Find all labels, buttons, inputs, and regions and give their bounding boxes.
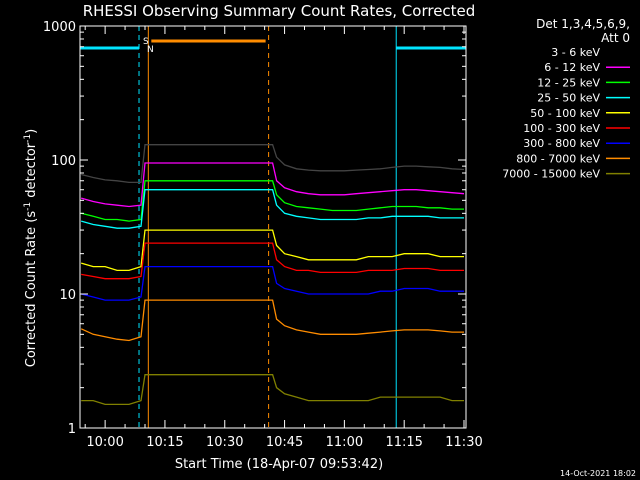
x-tick-label-6: 11:30 [445,435,482,450]
x-tick-label-5: 11:15 [385,435,422,450]
legend-label-1: 6 - 12 keV [544,61,600,74]
y-tick-label-3: 1000 [43,20,76,35]
legend-label-6: 300 - 800 keV [523,137,600,150]
legend-label-8: 7000 - 15000 keV [502,168,600,181]
y-tick-label-1: 10 [59,288,76,303]
legend-header-line-1: Det 1,3,4,5,6,9, [536,17,630,31]
legend-label-5: 100 - 300 keV [523,122,600,135]
y-tick-label-0: 1 [68,422,76,437]
y-axis-label: Corrected Count Rate (s-1 detector-1) [23,129,39,367]
legend-label-0: 3 - 6 keV [551,46,600,59]
marker-n: N [147,45,154,55]
series-line-1 [81,162,465,208]
x-axis-label: Start Time (18-Apr-07 09:53:42) [175,457,383,472]
legend-label-2: 12 - 25 keV [537,76,600,89]
plot-frame [79,25,467,429]
series-line-3 [81,189,464,229]
x-tick-label-4: 11:00 [326,435,363,450]
series-line-0 [81,144,465,184]
legend-header-line-2: Att 0 [601,31,630,45]
series-line-2 [81,180,464,222]
y-axis-label-end: ) [24,129,39,134]
y-axis-label-sup1: -1 [23,202,33,211]
series-line-4 [81,229,464,272]
y-tick-label-2: 100 [51,154,76,169]
x-tick-label-0: 10:00 [86,435,123,450]
y-axis-label-mid: detector [24,142,39,202]
marker-s: S [143,37,149,47]
chart-title: RHESSI Observing Summary Count Rates, Co… [83,2,476,20]
x-tick-label-3: 10:45 [266,435,303,450]
y-axis-label-main: Corrected Count Rate (s [24,211,39,368]
series-line-8 [81,374,464,406]
x-tick-label-1: 10:15 [146,435,183,450]
legend: 3 - 6 keV 6 - 12 keV 12 - 25 keV 25 - 50 ke… [502,46,630,181]
svg-text:Corrected Count Rate (s-1 dete: Corrected Count Rate (s-1 detector-1) [23,129,39,367]
series-line-5 [81,242,464,280]
series-line-7 [80,299,464,342]
series-line-6 [81,265,464,301]
plot-area: SN 1 10 100 1000 10:00 10:15 10:30 10:45 11:00 11:… [43,20,483,450]
x-tick-label-2: 10:30 [206,435,243,450]
y-axis-label-sup2: -1 [23,134,33,143]
legend-label-3: 25 - 50 keV [537,92,600,105]
legend-label-4: 50 - 100 keV [530,107,600,120]
footer-date: 14-Oct-2021 18:02 [560,469,636,478]
legend-label-7: 800 - 7000 keV [516,152,600,165]
